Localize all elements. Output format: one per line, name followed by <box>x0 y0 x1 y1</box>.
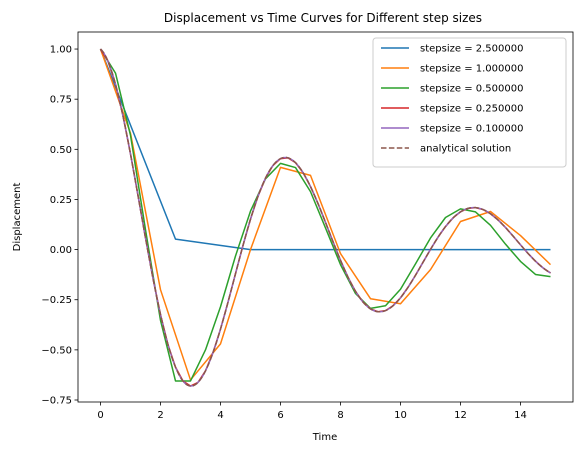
x-tick-label: 0 <box>97 410 103 421</box>
x-tick-label: 4 <box>217 410 223 421</box>
x-tick-label: 2 <box>157 410 163 421</box>
legend: stepsize = 2.500000 stepsize = 1.000000 st… <box>372 37 567 168</box>
series-line-5 <box>99 48 551 387</box>
series-line-2 <box>99 48 551 382</box>
legend-label: stepsize = 0.500000 <box>420 84 523 95</box>
y-tick-label: 0.75 <box>50 95 72 106</box>
y-tick-label: 0.00 <box>50 245 72 256</box>
y-tick-label: 0.50 <box>50 145 72 156</box>
y-tick-label: −0.50 <box>41 345 72 356</box>
legend-label: analytical solution <box>420 144 511 155</box>
legend-label: stepsize = 0.250000 <box>420 104 523 115</box>
plot-frame <box>77 31 574 403</box>
y-tick-label: −0.75 <box>41 395 72 406</box>
series-line-1 <box>99 48 552 381</box>
x-axis: 0 2 4 6 8 10 12 14 <box>97 402 527 421</box>
y-tick-label: 1.00 <box>50 45 72 56</box>
plot-lines <box>99 48 552 387</box>
y-axis-label: Displacement <box>12 183 23 252</box>
chart-title: Displacement vs Time Curves for Differen… <box>164 11 482 25</box>
legend-label: stepsize = 1.000000 <box>420 64 523 75</box>
y-axis: −0.75 −0.50 −0.25 0.00 0.25 0.50 0.75 1.00 <box>41 45 78 406</box>
x-axis-label: Time <box>312 432 337 443</box>
x-tick-label: 12 <box>454 410 467 421</box>
x-tick-label: 6 <box>277 410 283 421</box>
legend-label: stepsize = 2.500000 <box>420 44 523 55</box>
legend-box <box>372 37 567 168</box>
series-line-0 <box>99 48 551 251</box>
y-tick-label: −0.25 <box>41 295 72 306</box>
x-tick-label: 14 <box>514 410 527 421</box>
x-tick-label: 8 <box>337 410 343 421</box>
y-tick-label: 0.25 <box>50 195 72 206</box>
legend-label: stepsize = 0.100000 <box>420 124 523 135</box>
x-tick-label: 10 <box>394 410 407 421</box>
